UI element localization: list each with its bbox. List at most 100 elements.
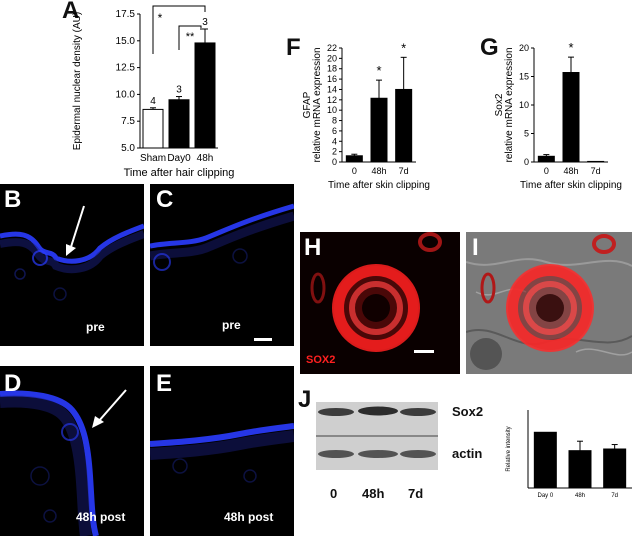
chart-a-y-tick-label: 17.5 <box>116 9 136 20</box>
panel-letter-j: J <box>298 386 312 413</box>
blot-band-actin: actin <box>452 446 483 461</box>
chart-f-x-tick-label: 0 <box>352 166 357 176</box>
panel-letter-b: B <box>4 186 22 213</box>
chart-g-x-axis-label: Time after skin clipping <box>520 180 622 191</box>
chart-g-y-tick-label: 20 <box>519 43 529 53</box>
chart-j-bar <box>533 431 557 489</box>
scale-bar <box>414 350 434 353</box>
chart-a-x-tick-label: Sham <box>140 153 166 164</box>
western-blot-image <box>316 402 438 470</box>
micrograph-c-caption: pre <box>222 318 241 332</box>
chart-g-x-tick-label: 48h <box>563 166 578 176</box>
chart-g-bar <box>562 72 580 163</box>
chart-g-x-tick-label: 7d <box>591 166 601 176</box>
chart-f-x-axis-label: Time after skin clipping <box>328 180 430 191</box>
micrograph-h-image <box>310 232 442 353</box>
chart-f-y-tick-label: 10 <box>327 105 337 115</box>
chart-a: 5.0 7.5 10.0 12.5 15.0 17.5 Sham 4 Day0 3 48h 3 Time… <box>72 5 235 179</box>
micrograph-b-image <box>0 205 144 301</box>
chart-f-significance-star: * <box>401 40 406 55</box>
chart-j-bar <box>568 450 592 489</box>
blot-band-sox2: Sox2 <box>452 404 484 419</box>
micrograph-e: E 48h post <box>150 366 294 536</box>
panel-letter-h: H <box>304 234 322 261</box>
chart-f-y-tick-label: 16 <box>327 74 337 84</box>
scale-bar <box>254 338 272 341</box>
western-blot <box>316 402 438 470</box>
chart-a-y-tick-label: 12.5 <box>116 63 136 74</box>
micrograph-i-image <box>466 232 632 374</box>
chart-j-x-tick-label: Day 0 <box>537 493 553 499</box>
chart-a-n-label: 3 <box>176 85 182 96</box>
chart-g-y-axis-label: relative mRNA expression <box>504 47 515 162</box>
chart-f-bar <box>345 155 363 163</box>
micrograph-c-image <box>150 203 294 341</box>
chart-f-y-tick-label: 12 <box>327 95 337 105</box>
chart-f-y-tick-label: 6 <box>332 126 337 136</box>
chart-a-x-axis-label: Time after hair clipping <box>124 167 235 179</box>
panel-letter-c: C <box>156 186 174 213</box>
chart-g-y-tick-label: 0 <box>524 157 529 167</box>
chart-a-x-tick-label: Day0 <box>167 153 191 164</box>
chart-a-n-label: 4 <box>150 96 156 107</box>
micrograph-h: H SOX2 <box>300 232 460 374</box>
chart-f-y-axis-label-gene: GFAP <box>302 91 313 118</box>
micrograph-d-image <box>0 389 127 536</box>
micrograph-e-caption: 48h post <box>224 510 274 524</box>
panel-letter-i: I <box>472 234 479 261</box>
chart-a-y-tick-label: 5.0 <box>121 143 135 154</box>
panel-letter-a: A <box>62 0 80 24</box>
chart-a-bar <box>168 99 190 149</box>
chart-f-y-tick-label: 8 <box>332 116 337 126</box>
chart-a-bracket-outer <box>152 5 206 54</box>
chart-a-y-axis-label: Epidermal nuclear density (AU) <box>72 12 83 150</box>
micrograph-c: C pre <box>150 184 294 346</box>
chart-f-y-tick-label: 22 <box>327 43 337 53</box>
chart-f-y-tick-label: 20 <box>327 53 337 63</box>
chart-j-y-axis-label: Relative intensity <box>506 426 512 471</box>
panel-letter-f: F <box>286 34 301 61</box>
chart-a-significance-star: ** <box>186 31 195 43</box>
chart-f-x-tick-label: 7d <box>399 166 409 176</box>
chart-a-significance-star: * <box>158 11 163 25</box>
micrograph-e-image <box>150 423 294 483</box>
chart-f-bar <box>370 97 388 163</box>
chart-a-y-tick-label: 10.0 <box>116 89 136 100</box>
chart-a-bar <box>142 108 164 149</box>
chart-g-bar <box>587 160 605 163</box>
chart-g-y-tick-label: 10 <box>519 100 529 110</box>
chart-j: Day 0 48h 7d Relative intensity <box>506 410 632 499</box>
chart-f-y-axis-label: relative mRNA expression <box>312 47 323 162</box>
panel-letter-d: D <box>4 370 22 397</box>
chart-a-x-tick-label: 48h <box>197 153 214 164</box>
chart-j-bar <box>603 448 627 489</box>
chart-g: 0 5 10 15 20 0 48h * 7d Time after skin clipping r… <box>494 40 622 191</box>
panel-letter-e: E <box>156 370 173 397</box>
chart-f-y-tick-label: 0 <box>332 157 337 167</box>
chart-g-significance-star: * <box>568 40 573 55</box>
chart-a-bracket-inner <box>178 25 202 50</box>
chart-f-y-tick-label: 4 <box>332 136 337 146</box>
micrograph-b-caption: pre <box>86 320 105 334</box>
chart-a-bar <box>194 42 216 149</box>
chart-f-significance-star: * <box>376 63 381 78</box>
chart-a-n-label: 3 <box>202 17 208 28</box>
chart-g-bar <box>537 155 555 163</box>
chart-j-x-tick-label: 48h <box>575 493 585 499</box>
chart-f-bar <box>395 88 413 163</box>
blot-lane-0: 0 <box>330 486 338 501</box>
micrograph-h-label: SOX2 <box>306 354 336 366</box>
blot-lane-7d: 7d <box>408 486 424 501</box>
chart-f-x-tick-label: 48h <box>371 166 386 176</box>
micrograph-b: B pre <box>0 184 144 346</box>
chart-f-y-tick-label: 2 <box>332 147 337 157</box>
chart-g-y-tick-label: 15 <box>519 72 529 82</box>
panel-letter-g: G <box>480 34 499 61</box>
micrograph-i: I <box>466 232 632 374</box>
chart-g-y-tick-label: 5 <box>524 129 529 139</box>
micrograph-d-caption: 48h post <box>76 510 126 524</box>
chart-f-y-tick-label: 14 <box>327 84 337 94</box>
chart-f-y-tick-label: 18 <box>327 64 337 74</box>
micrograph-d: D 48h post <box>0 366 144 536</box>
